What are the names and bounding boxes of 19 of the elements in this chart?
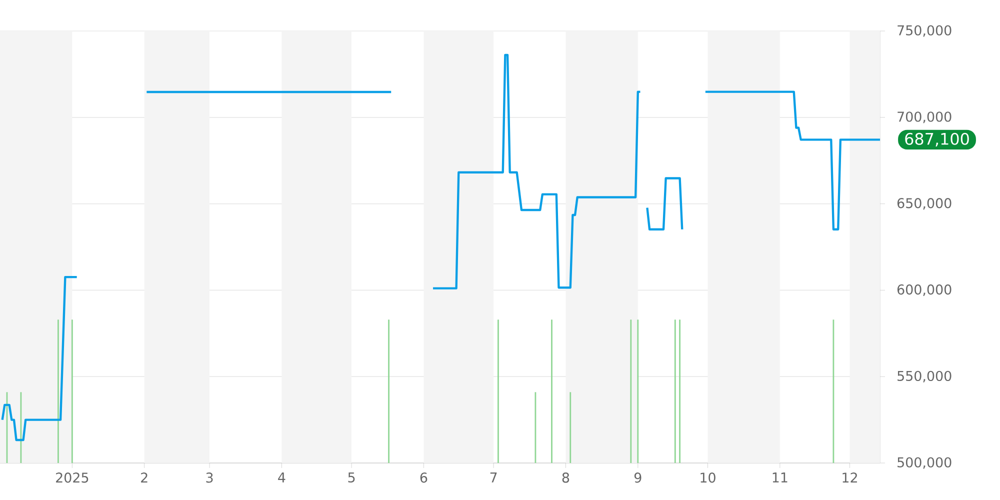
y-tick-label: 700,000 (898, 112, 952, 124)
annotation: 687,100 (905, 132, 969, 147)
y-tick-label: 600,000 (897, 284, 952, 296)
y-tick-label: 650,000 (897, 198, 952, 210)
x-tick-label: 3 (206, 472, 213, 483)
y-tick-label: 750,000 (898, 25, 952, 37)
x-tick-label: 11 (772, 472, 788, 482)
x-tick-label: 8 (562, 472, 570, 483)
x-tick-label: 5 (348, 472, 355, 483)
x-tick-label: 2025 (56, 472, 88, 483)
x-tick-label: 4 (278, 472, 286, 482)
x-tick-label: 7 (490, 472, 497, 482)
x-tick-label: 12 (842, 472, 857, 482)
x-tick-label: 2 (141, 472, 148, 482)
y-tick-label: 500,000 (898, 457, 952, 469)
x-tick-label: 9 (634, 472, 642, 483)
y-tick-label: 550,000 (898, 370, 952, 382)
x-tick-label: 6 (420, 472, 428, 483)
x-tick-label: 10 (700, 472, 716, 483)
